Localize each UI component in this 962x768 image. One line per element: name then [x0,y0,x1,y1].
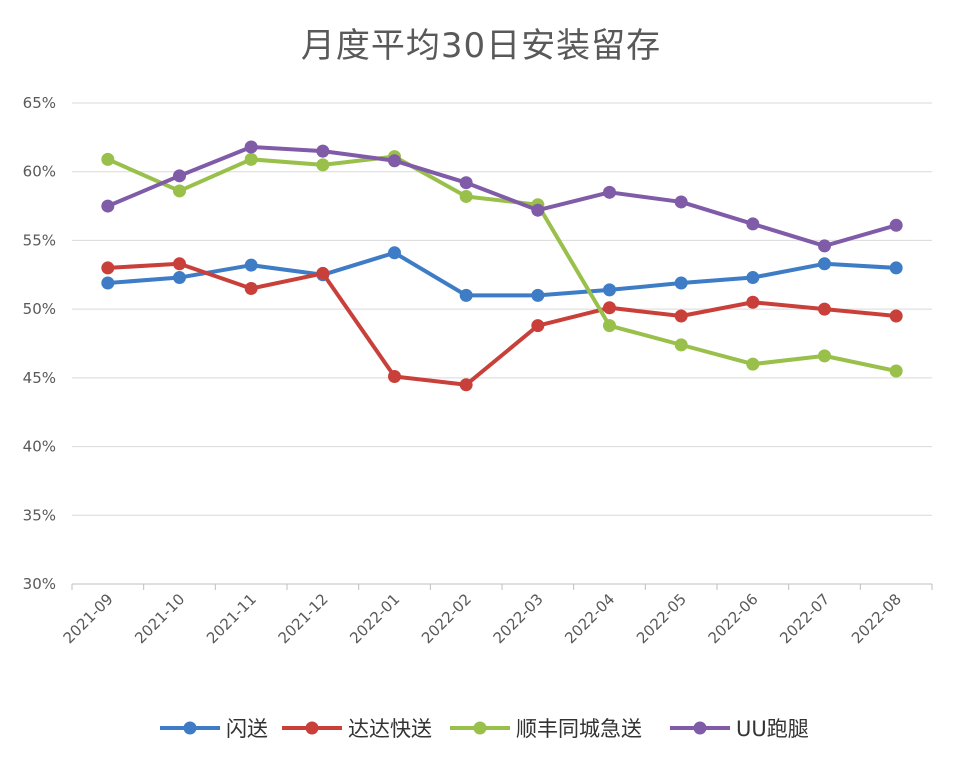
data-point [101,152,115,166]
data-point [244,282,258,296]
x-tick-label: 2022-03 [490,590,547,647]
y-tick-label: 55% [23,231,56,249]
x-tick-label: 2021-11 [203,590,260,647]
data-point [244,152,258,166]
legend-swatch-marker [183,721,197,735]
x-tick-label: 2022-06 [705,590,762,647]
data-point [173,257,186,271]
data-point [818,302,831,316]
y-tick-label: 40% [23,438,56,456]
data-point [101,199,115,213]
data-point [388,154,401,168]
legend-swatch-marker [305,721,319,735]
data-point [889,218,903,232]
data-point [173,184,186,198]
data-point [459,288,473,302]
data-point [459,176,473,190]
data-point [603,301,616,315]
data-point [531,203,545,217]
data-point [388,246,401,260]
data-point [244,258,258,272]
data-point [746,357,760,371]
data-point [459,378,473,392]
data-point [818,257,831,271]
data-point [889,364,903,378]
data-point [173,169,186,183]
legend-swatch-marker [473,721,487,735]
y-tick-label: 30% [23,575,56,593]
y-tick-label: 45% [23,369,56,387]
data-point [674,195,688,209]
x-tick-label: 2022-01 [346,590,403,647]
data-point [244,140,258,154]
series-line [105,144,899,248]
data-point [674,309,688,323]
data-point [889,261,903,275]
data-point [316,266,330,280]
x-tick-label: 2022-08 [848,590,905,647]
data-point [531,288,545,302]
legend-label: UU跑腿 [736,717,809,741]
data-point [746,217,760,231]
data-point [674,338,688,352]
data-point [818,239,831,253]
legend-label: 闪送 [226,717,268,741]
y-tick-label: 50% [23,300,56,318]
data-point [746,295,760,309]
legend-swatch-marker [693,721,707,735]
data-point [388,369,401,383]
x-tick-label: 2021-09 [60,590,117,647]
series-line [105,261,899,387]
y-tick-label: 65% [23,94,56,112]
data-point [316,144,330,158]
data-point [101,261,115,275]
data-point [531,319,545,333]
legend-label: 顺丰同城急送 [516,717,642,741]
data-point [746,271,760,285]
data-point [316,158,330,172]
x-tick-label: 2021-10 [131,590,188,647]
chart-title: 月度平均30日安装留存 [300,26,662,66]
data-point [101,276,115,290]
y-tick-label: 35% [23,506,56,524]
legend-label: 达达快送 [348,717,432,741]
data-point [603,283,616,297]
data-point [674,276,688,290]
data-point [889,309,903,323]
data-point [173,271,186,285]
series-line [105,250,899,298]
x-tick-label: 2022-05 [633,590,690,647]
data-point [603,319,616,333]
data-point [818,349,831,363]
data-point [603,185,616,199]
y-tick-label: 60% [23,163,56,181]
x-tick-label: 2022-02 [418,590,475,647]
x-tick-label: 2022-07 [776,590,833,647]
series-line [105,154,899,373]
x-tick-label: 2021-12 [275,590,332,647]
x-tick-label: 2022-04 [561,590,618,647]
data-point [459,189,473,203]
